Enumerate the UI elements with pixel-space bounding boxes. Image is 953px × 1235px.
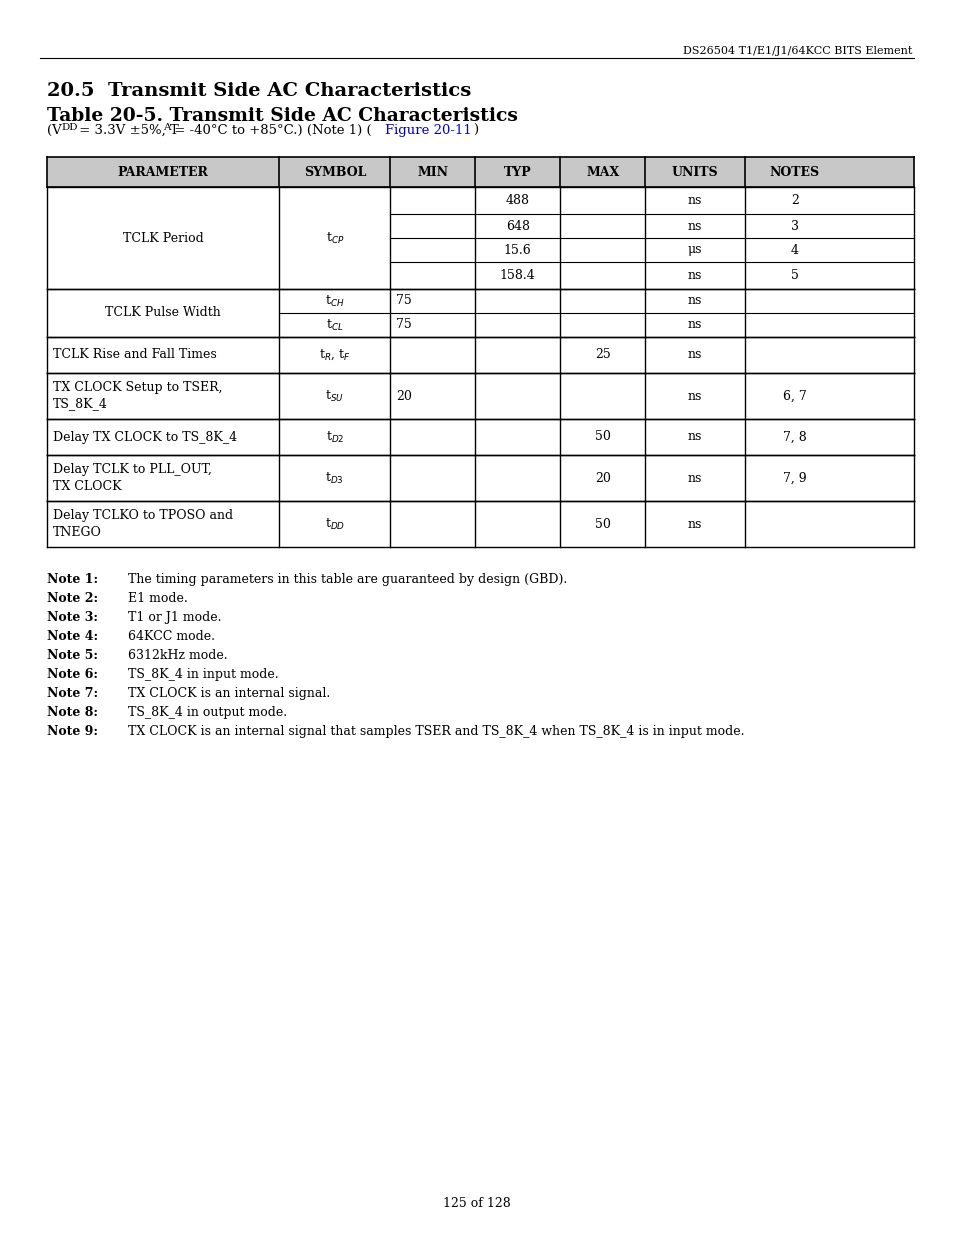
Text: 64KCC mode.: 64KCC mode. [128, 630, 214, 643]
Text: E1 mode.: E1 mode. [128, 592, 188, 605]
Text: Delay TX CLOCK to TS_8K_4: Delay TX CLOCK to TS_8K_4 [53, 431, 237, 443]
Text: Delay TCLKO to TPOSO and: Delay TCLKO to TPOSO and [53, 510, 233, 522]
Text: 648: 648 [505, 220, 529, 232]
Text: t$_{DD}$: t$_{DD}$ [324, 516, 345, 531]
Text: Note 2:: Note 2: [47, 592, 98, 605]
Text: 7, 8: 7, 8 [782, 431, 806, 443]
Text: t$_{D3}$: t$_{D3}$ [325, 471, 344, 485]
Text: t$_{CH}$: t$_{CH}$ [325, 294, 344, 309]
Text: ns: ns [687, 319, 701, 331]
Text: t$_{R}$, t$_{F}$: t$_{R}$, t$_{F}$ [318, 348, 351, 362]
Text: 25: 25 [595, 348, 610, 362]
Text: TX CLOCK is an internal signal that samples TSER and TS_8K_4 when TS_8K_4 is in : TX CLOCK is an internal signal that samp… [128, 725, 743, 739]
Text: t$_{SU}$: t$_{SU}$ [325, 389, 344, 404]
Text: 50: 50 [594, 431, 610, 443]
Text: Note 5:: Note 5: [47, 650, 98, 662]
Text: 50: 50 [594, 517, 610, 531]
Text: = 3.3V ±5%, T: = 3.3V ±5%, T [75, 124, 178, 137]
Text: Note 7:: Note 7: [47, 687, 98, 700]
Text: UNITS: UNITS [671, 165, 718, 179]
Text: ns: ns [687, 220, 701, 232]
Text: ): ) [473, 124, 477, 137]
Text: Figure 20-11: Figure 20-11 [385, 124, 471, 137]
Text: MIN: MIN [416, 165, 448, 179]
Text: 488: 488 [505, 194, 529, 207]
Bar [47, 157, 913, 186]
Text: TCLK Pulse Width: TCLK Pulse Width [105, 306, 221, 320]
Text: TNEGO: TNEGO [53, 526, 102, 538]
Text: = -40°C to +85°C.) (Note 1) (: = -40°C to +85°C.) (Note 1) ( [170, 124, 372, 137]
Text: TX CLOCK: TX CLOCK [53, 479, 121, 493]
Text: ns: ns [687, 472, 701, 484]
Text: TCLK Period: TCLK Period [123, 231, 203, 245]
Text: t$_{CP}$: t$_{CP}$ [325, 231, 344, 246]
Text: SYMBOL: SYMBOL [303, 165, 366, 179]
Text: Delay TCLK to PLL_OUT,: Delay TCLK to PLL_OUT, [53, 463, 212, 477]
Text: ns: ns [687, 517, 701, 531]
Text: 75: 75 [395, 294, 412, 308]
Text: 6, 7: 6, 7 [782, 389, 806, 403]
Text: ns: ns [687, 194, 701, 207]
Text: MAX: MAX [585, 165, 618, 179]
Text: Note 4:: Note 4: [47, 630, 98, 643]
Text: TS_8K_4: TS_8K_4 [53, 398, 108, 410]
Text: (V: (V [47, 124, 62, 137]
Text: 6312kHz mode.: 6312kHz mode. [128, 650, 228, 662]
Text: PARAMETER: PARAMETER [117, 165, 209, 179]
Text: μs: μs [687, 243, 701, 257]
Text: T1 or J1 mode.: T1 or J1 mode. [128, 611, 221, 624]
Text: Note 9:: Note 9: [47, 725, 98, 739]
Text: Note 8:: Note 8: [47, 706, 98, 719]
Text: 125 of 128: 125 of 128 [442, 1197, 511, 1210]
Text: 75: 75 [395, 319, 412, 331]
Text: 3: 3 [790, 220, 798, 232]
Text: TYP: TYP [503, 165, 531, 179]
Text: 20.5  Transmit Side AC Characteristics: 20.5 Transmit Side AC Characteristics [47, 82, 471, 100]
Text: ns: ns [687, 431, 701, 443]
Text: TCLK Rise and Fall Times: TCLK Rise and Fall Times [53, 348, 216, 362]
Text: DS26504 T1/E1/J1/64KCC BITS Element: DS26504 T1/E1/J1/64KCC BITS Element [682, 46, 911, 56]
Text: 15.6: 15.6 [503, 243, 531, 257]
Text: 4: 4 [790, 243, 798, 257]
Text: 158.4: 158.4 [499, 269, 535, 282]
Text: Table 20-5. Transmit Side AC Characteristics: Table 20-5. Transmit Side AC Characteris… [47, 107, 517, 125]
Text: TX CLOCK is an internal signal.: TX CLOCK is an internal signal. [128, 687, 330, 700]
Text: 20: 20 [395, 389, 412, 403]
Text: NOTES: NOTES [769, 165, 819, 179]
Text: ns: ns [687, 389, 701, 403]
Text: 2: 2 [790, 194, 798, 207]
Text: DD: DD [61, 124, 77, 132]
Text: 5: 5 [790, 269, 798, 282]
Text: t$_{CL}$: t$_{CL}$ [326, 317, 343, 332]
Text: t$_{D2}$: t$_{D2}$ [325, 430, 344, 445]
Text: ns: ns [687, 294, 701, 308]
Text: TX CLOCK Setup to TSER,: TX CLOCK Setup to TSER, [53, 382, 222, 394]
Text: The timing parameters in this table are guaranteed by design (GBD).: The timing parameters in this table are … [128, 573, 567, 585]
Text: Note 1:: Note 1: [47, 573, 98, 585]
Text: 7, 9: 7, 9 [782, 472, 805, 484]
Text: TS_8K_4 in input mode.: TS_8K_4 in input mode. [128, 668, 278, 680]
Text: 20: 20 [594, 472, 610, 484]
Text: Note 3:: Note 3: [47, 611, 98, 624]
Text: TS_8K_4 in output mode.: TS_8K_4 in output mode. [128, 706, 287, 719]
Text: Note 6:: Note 6: [47, 668, 98, 680]
Text: A: A [163, 124, 171, 132]
Text: ns: ns [687, 269, 701, 282]
Text: ns: ns [687, 348, 701, 362]
